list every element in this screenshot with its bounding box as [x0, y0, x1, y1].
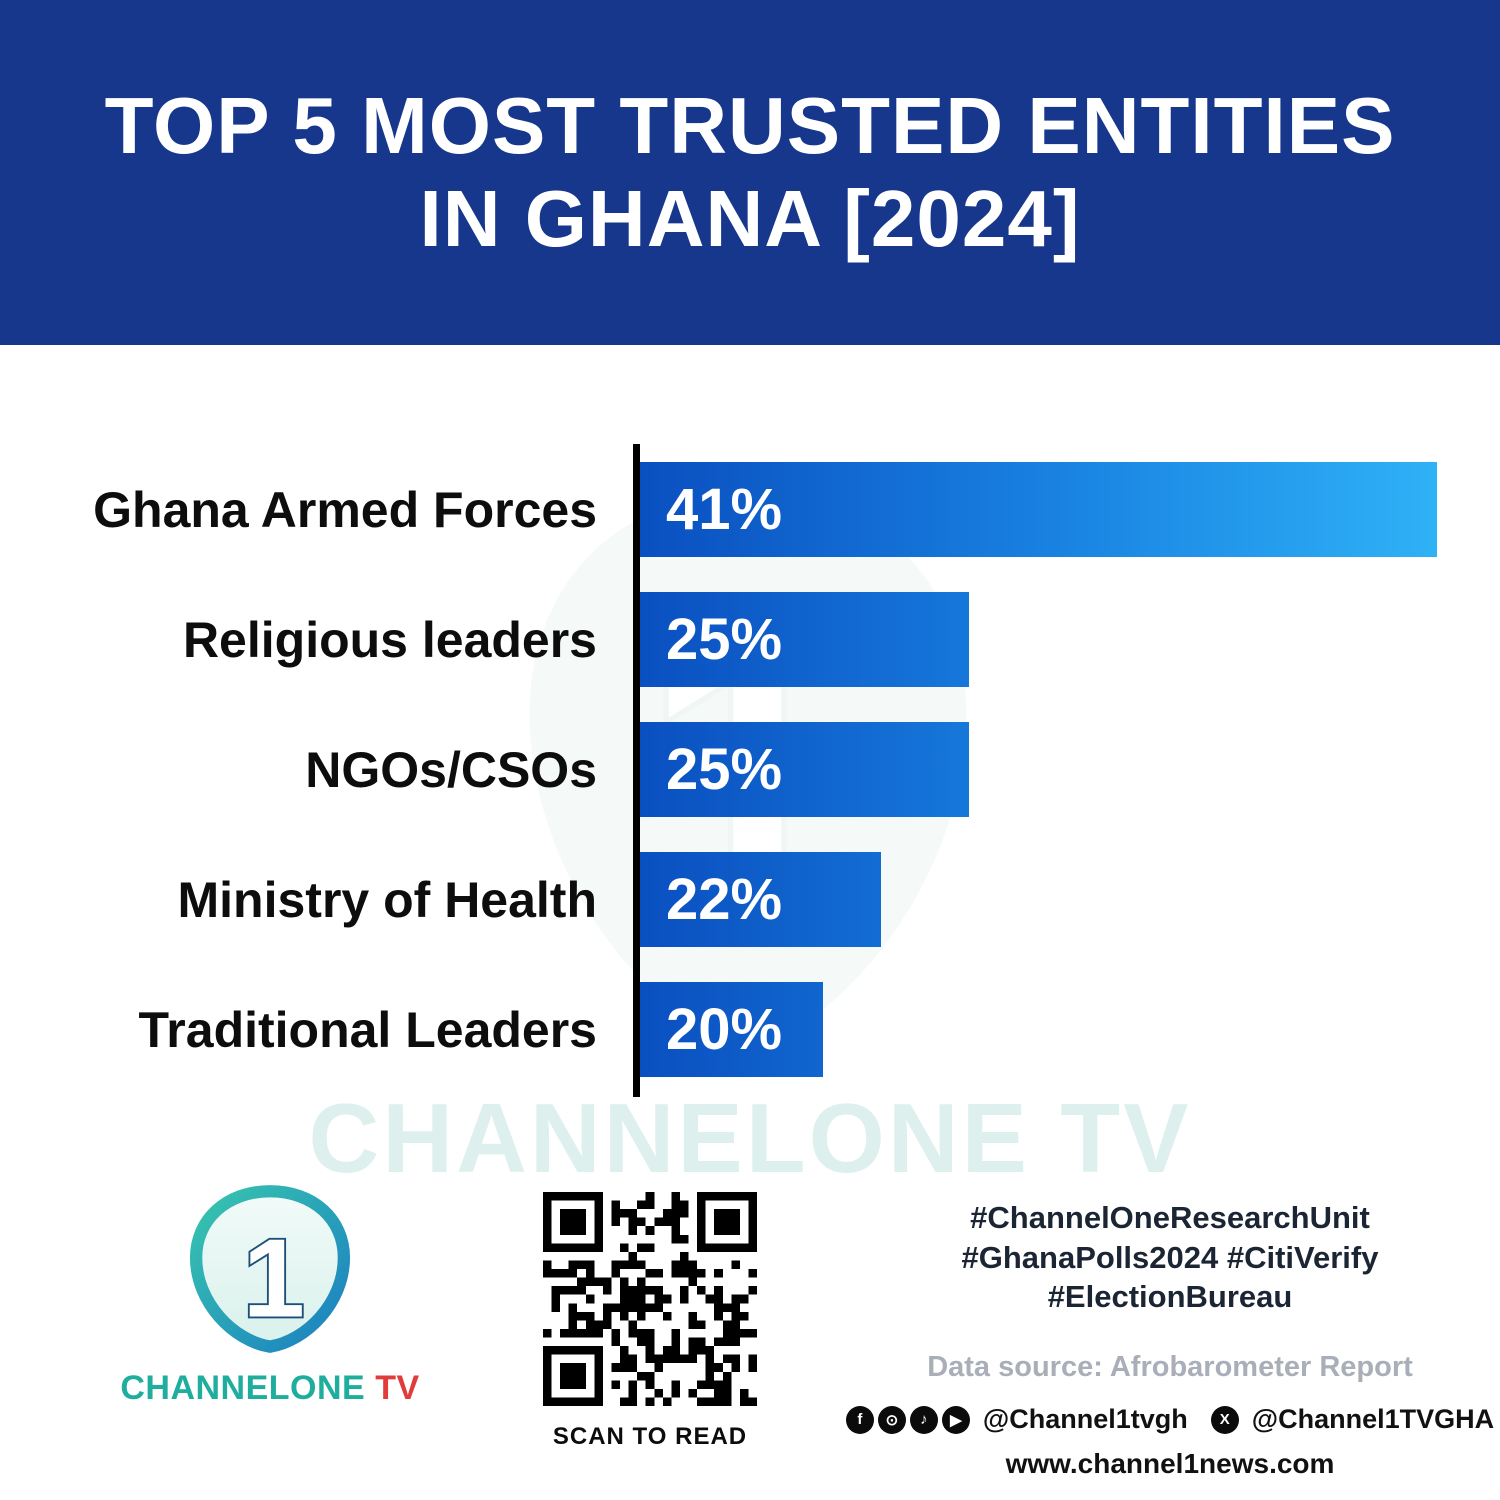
- bar-row: Ministry of Health 22%: [60, 852, 1437, 947]
- category-label: NGOs/CSOs: [305, 741, 597, 798]
- channel-one-logo-icon: 1: [189, 1185, 351, 1353]
- svg-text:1: 1: [243, 1215, 305, 1340]
- bar-rows: Ghana Armed Forces 41% Religious leaders…: [60, 462, 1437, 1077]
- footer-info-block: #ChannelOneResearchUnit #GhanaPolls2024 …: [845, 1198, 1494, 1480]
- bar: 22%: [640, 852, 882, 947]
- bar-row: Ghana Armed Forces 41%: [60, 462, 1437, 557]
- hashtag-line-2: #GhanaPolls2024 #CitiVerify: [961, 1239, 1379, 1275]
- social-handle-1: @Channel1tvgh: [982, 1404, 1188, 1435]
- data-source: Data source: Afrobarometer Report: [927, 1351, 1413, 1384]
- value-label: 25%: [666, 737, 783, 802]
- qr-caption: SCAN TO READ: [552, 1423, 748, 1450]
- channel-one-logo-block: 1 CHANNELONE TV: [120, 1178, 420, 1408]
- website-url: www.channel1news.com: [1005, 1448, 1335, 1480]
- value-label: 25%: [666, 607, 783, 672]
- x-icon: X: [1210, 1405, 1239, 1434]
- hashtags: #ChannelOneResearchUnit #GhanaPolls2024 …: [880, 1198, 1460, 1317]
- bar-track: 20%: [640, 982, 1437, 1077]
- bar-track: 25%: [640, 592, 1437, 687]
- brand-name: CHANNELONE: [120, 1369, 366, 1407]
- bar-chart: Ghana Armed Forces 41% Religious leaders…: [60, 444, 1437, 1097]
- bar: 25%: [640, 592, 970, 687]
- qr-block: SCAN TO READ: [538, 1192, 762, 1451]
- bar-row: Traditional Leaders 20%: [60, 982, 1437, 1077]
- qr-code: [543, 1192, 757, 1406]
- header: TOP 5 MOST TRUSTED ENTITIES IN GHANA [20…: [0, 0, 1500, 345]
- hashtag-line-1: #ChannelOneResearchUnit: [970, 1200, 1370, 1235]
- social-handle-2: @Channel1TVGHA: [1251, 1404, 1495, 1435]
- brand-wordmark: CHANNELONE TV: [120, 1369, 420, 1408]
- category-label: Ghana Armed Forces: [93, 481, 597, 538]
- value-label: 20%: [666, 997, 783, 1062]
- bar: 41%: [640, 462, 1437, 557]
- youtube-icon: ▶: [941, 1405, 970, 1434]
- bar-track: 25%: [640, 722, 1437, 817]
- social-icon-group: f ⊙ ♪ ▶: [845, 1405, 970, 1434]
- chart-axis-line: [633, 444, 640, 1097]
- bar-row: NGOs/CSOs 25%: [60, 722, 1437, 817]
- social-row: f ⊙ ♪ ▶ @Channel1tvgh X @Channel1TVGHA: [845, 1404, 1494, 1435]
- category-label: Ministry of Health: [177, 871, 597, 928]
- category-label: Traditional Leaders: [138, 1001, 597, 1058]
- page-title-line1: TOP 5 MOST TRUSTED ENTITIES: [104, 80, 1396, 170]
- page-title-line2: IN GHANA [2024]: [419, 173, 1081, 263]
- category-label: Religious leaders: [182, 611, 597, 668]
- bar: 25%: [640, 722, 970, 817]
- hashtag-line-3: #ElectionBureau: [1047, 1279, 1293, 1315]
- bar: 20%: [640, 982, 824, 1077]
- value-label: 41%: [666, 477, 783, 542]
- tiktok-icon: ♪: [909, 1405, 938, 1434]
- brand-tv: TV: [365, 1369, 420, 1407]
- bar-track: 22%: [640, 852, 1437, 947]
- value-label: 22%: [666, 867, 783, 932]
- facebook-icon: f: [845, 1405, 874, 1434]
- bar-row: Religious leaders 25%: [60, 592, 1437, 687]
- instagram-icon: ⊙: [877, 1405, 906, 1434]
- bar-track: 41%: [640, 462, 1437, 557]
- watermark-text: CHANNELONE TV: [308, 1083, 1192, 1193]
